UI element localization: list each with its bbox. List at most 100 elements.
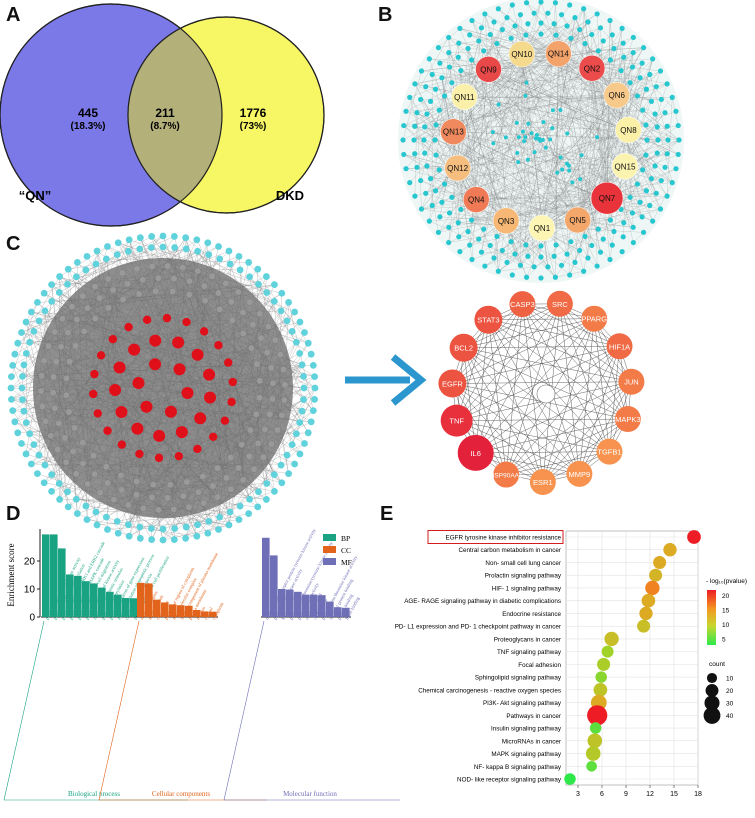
target-node (643, 86, 650, 92)
network-edge (429, 52, 449, 222)
ppi-node (252, 410, 260, 418)
size-legend-tick: 20 (726, 688, 734, 695)
target-node (585, 19, 591, 25)
x-tick-label: 3 (576, 791, 580, 798)
y-axis-label: Enrichment score (6, 543, 16, 606)
target-node (538, 20, 544, 26)
target-node (446, 239, 452, 246)
network-edge (457, 125, 679, 169)
venn-overlap (128, 17, 222, 213)
ppi-hub-node (228, 377, 237, 387)
hub-edge (506, 381, 632, 475)
ppi-node (292, 338, 300, 346)
target-node (423, 190, 429, 196)
compound-node-label: QN11 (454, 93, 475, 102)
ppi-edge (93, 342, 179, 395)
hub-edge (463, 347, 507, 475)
ppi-edge (217, 401, 232, 469)
ppi-node (270, 471, 278, 479)
ppi-node (72, 273, 80, 281)
target-node (607, 17, 613, 24)
ppi-edge (129, 291, 239, 537)
ppi-edge (158, 277, 190, 295)
target-node (439, 199, 445, 205)
ppi-hub-node (175, 426, 188, 439)
target-node (403, 108, 409, 114)
target-node (600, 38, 606, 44)
ppi-edge (77, 262, 88, 520)
ppi-edge (14, 421, 67, 463)
ppi-hub-node (132, 377, 145, 390)
ppi-edge (277, 293, 283, 430)
hub-gene-label: JUN (624, 378, 639, 387)
network-edge (413, 13, 598, 141)
pathway-bubble (587, 705, 608, 726)
ppi-edge (173, 476, 204, 510)
target-node (662, 110, 668, 116)
hub-gene-label: HSP90AA1 (490, 473, 523, 480)
network-edge (476, 1, 542, 200)
hub-edge (542, 418, 628, 483)
network-edge (459, 28, 629, 131)
target-node (560, 167, 565, 172)
hub-gene-label: PPARG (581, 315, 607, 324)
hub-gene-node (449, 333, 478, 362)
ppi-edge (248, 262, 309, 344)
target-node (589, 242, 595, 249)
hub-edge (456, 303, 561, 421)
ppi-node (199, 473, 207, 480)
network-edge (569, 77, 641, 276)
ppi-edge (228, 362, 303, 412)
ppi-node (147, 525, 155, 532)
hub-gene-label: MMP9 (569, 470, 591, 479)
network-edge (521, 47, 644, 55)
hub-edge (488, 319, 628, 420)
network-edge (505, 28, 623, 221)
pathway-label: HIF- 1 signaling pathway (492, 585, 562, 592)
network-edge (409, 97, 425, 154)
hub-edge (456, 420, 543, 483)
ppi-node (62, 458, 70, 466)
ppi-node (179, 264, 187, 272)
network-edge (414, 129, 629, 197)
ppi-node (254, 440, 262, 447)
ppi-node (171, 244, 179, 251)
network-edge (598, 208, 661, 230)
ppi-hub-node (224, 358, 233, 367)
ppi-edge (31, 311, 148, 320)
ppi-node (227, 454, 235, 461)
target-node (637, 75, 643, 81)
pathway-label: Sphingolipid signaling pathway (475, 675, 562, 682)
ppi-edge (17, 343, 54, 378)
ppi-edge (106, 466, 141, 539)
hub-gene-label: IL6 (470, 449, 480, 458)
hub-gene-label: ESR1 (533, 478, 553, 487)
target-node (426, 218, 432, 224)
go-bar (66, 574, 74, 617)
ppi-node (47, 432, 55, 440)
network-edge (514, 29, 580, 255)
ppi-node (248, 344, 255, 352)
ppi-node (186, 277, 193, 285)
hub-gene-node (614, 406, 641, 433)
ppi-hub-node (96, 351, 106, 360)
ppi-edge (76, 276, 303, 412)
target-node (567, 168, 572, 173)
ppi-node (118, 486, 126, 494)
pathway-label: AGE- RAGE signaling pathway in diabetic … (404, 598, 561, 605)
ppi-node (309, 361, 317, 369)
network-edge (405, 96, 465, 169)
network-edge (558, 53, 570, 275)
ppi-edge (106, 258, 249, 263)
go-term-label: nucleus (195, 606, 206, 621)
target-node (577, 247, 583, 254)
ppi-node (133, 491, 140, 499)
hub-edge (463, 318, 595, 348)
ppi-edge (43, 360, 152, 529)
target-node (545, 10, 551, 16)
ppi-edge (146, 319, 174, 510)
target-node (433, 152, 439, 158)
ppi-node (152, 287, 160, 295)
ppi-node (194, 267, 202, 275)
ppi-edge (197, 433, 297, 525)
